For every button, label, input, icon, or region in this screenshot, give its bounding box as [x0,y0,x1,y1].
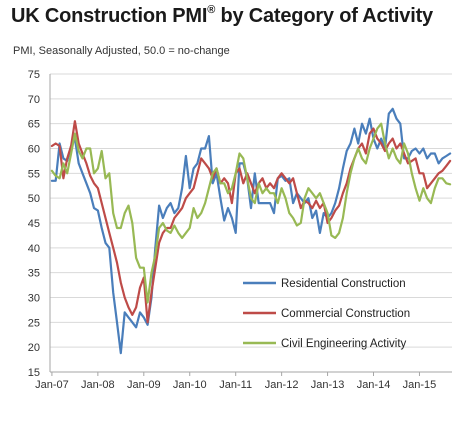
chart-subtitle: PMI, Seasonally Adjusted, 50.0 = no-chan… [13,45,230,57]
x-tick-label-Jan-07: Jan-07 [35,379,69,391]
x-tick-label-Jan-08: Jan-08 [81,379,115,391]
y-tick-label-35: 35 [28,268,40,280]
legend-label-civil-engineering-activity: Civil Engineering Activity [281,338,407,350]
y-tick-label-45: 45 [28,218,40,230]
y-tick-label-55: 55 [28,168,40,180]
x-tick-label-Jan-15: Jan-15 [403,379,437,391]
chart-title-rest: by Category of Activity [215,5,433,27]
x-tick-label-Jan-14: Jan-14 [357,379,391,391]
y-tick-label-25: 25 [28,317,40,329]
x-axis: Jan-07 Jan-08 Jan-09 Jan-10 Jan-11 Jan-12 Jan-… [35,74,452,391]
y-tick-label-70: 70 [28,94,40,106]
y-tick-label-75: 75 [28,69,40,81]
x-tick-label-Jan-13: Jan-13 [311,379,345,391]
y-tick-label-65: 65 [28,119,40,131]
series-line-civil-engineering-activity [50,122,452,304]
legend: Residential Construction Commercial Const… [243,278,410,350]
chart-title: UK Construction PMI® by Category of Acti… [11,4,433,28]
x-tick-label-Jan-09: Jan-09 [127,379,161,391]
y-tick-label-15: 15 [28,367,40,379]
gridlines [50,73,452,348]
series-lines [50,107,452,355]
legend-label-residential-construction: Residential Construction [281,278,406,290]
series-line-commercial-construction [50,120,452,324]
y-tick-label-60: 60 [28,144,40,156]
y-axis-ticks: 15 20 25 30 35 40 45 50 55 60 65 70 75 [28,69,40,379]
y-tick-label-20: 20 [28,342,40,354]
x-tick-label-Jan-11: Jan-11 [219,379,252,391]
y-tick-label-30: 30 [28,293,40,305]
chart-title-main: UK Construction PMI [11,5,208,27]
chart-title-registered-mark: ® [207,4,216,16]
series-line-residential-construction [50,107,452,355]
x-tick-label-Jan-12: Jan-12 [265,379,299,391]
legend-label-commercial-construction: Commercial Construction [281,308,410,320]
y-tick-label-40: 40 [28,243,40,255]
x-tick-label-Jan-10: Jan-10 [173,379,207,391]
y-tick-label-50: 50 [28,193,40,205]
